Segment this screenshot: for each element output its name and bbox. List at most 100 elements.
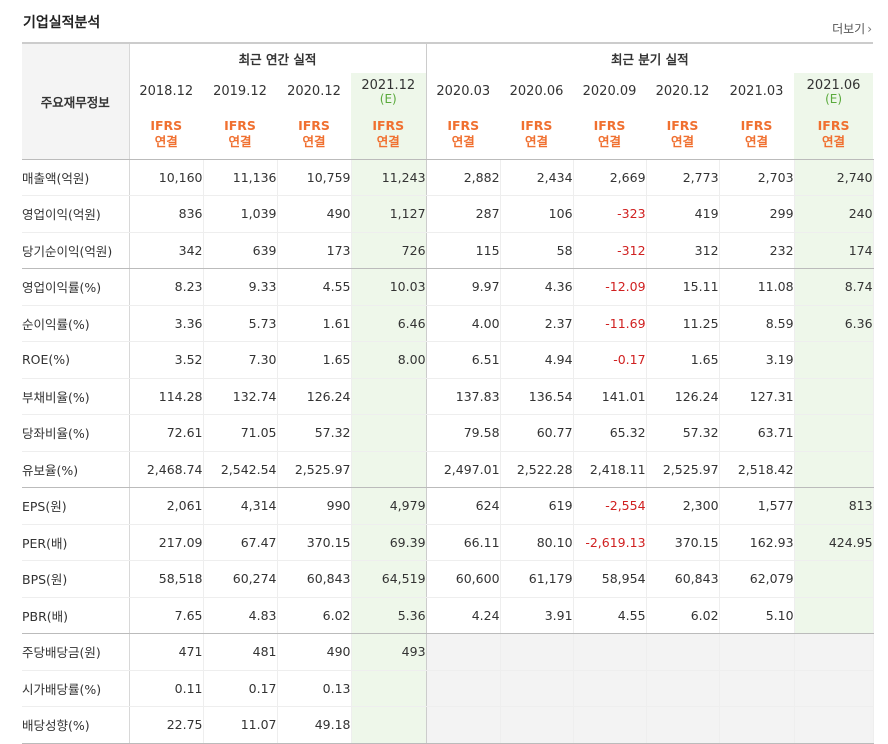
column-date-header: 2020.12	[646, 73, 719, 109]
more-link[interactable]: 더보기 ›	[832, 20, 872, 37]
table-cell: 490	[277, 195, 352, 233]
column-date: 2021.12	[361, 77, 416, 93]
row-label: 부채비율(%)	[22, 378, 130, 415]
consolidated-label: 연결	[228, 133, 252, 149]
column-standard-header: IFRS 연결	[203, 109, 277, 160]
table-cell	[573, 633, 647, 671]
table-cell: 726	[351, 232, 427, 269]
table-cell: 57.32	[277, 414, 352, 452]
column-date-header: 2021.12 (E)	[351, 73, 427, 109]
table-cell: 69.39	[351, 524, 427, 561]
consolidated-label: 연결	[302, 133, 326, 149]
table-cell	[646, 633, 720, 671]
table-cell: -11.69	[573, 305, 647, 342]
table-cell: 57.32	[646, 414, 720, 452]
table-cell: 2,525.97	[277, 451, 352, 488]
column-standard-header: IFRS 연결	[719, 109, 795, 160]
table-cell	[500, 633, 574, 671]
table-cell: 4.24	[426, 597, 501, 634]
ifrs-label: IFRS	[520, 117, 553, 133]
table-cell: 79.58	[426, 414, 501, 452]
table-cell	[719, 706, 795, 744]
table-cell: 65.32	[573, 414, 647, 452]
table-row: 유보율(%) 2,468.74 2,542.54 2,525.97 2,497.01 2,…	[22, 451, 874, 488]
table-row: 주당배당금(원) 471 481 490 493	[22, 633, 874, 671]
table-cell: 2,740	[794, 159, 874, 196]
table-cell: 2.37	[500, 305, 574, 342]
table-cell: 136.54	[500, 378, 574, 415]
table-cell: 60,843	[277, 560, 352, 598]
section-title: 기업실적분석	[23, 15, 101, 31]
table-cell: -2,619.13	[573, 524, 647, 561]
table-cell	[426, 706, 501, 744]
table-cell: 6.02	[646, 597, 720, 634]
row-label: 당좌비율(%)	[22, 414, 130, 452]
table-cell: 126.24	[646, 378, 720, 415]
table-cell: 370.15	[277, 524, 352, 561]
table-cell: 141.01	[573, 378, 647, 415]
table-cell: 813	[794, 487, 874, 525]
consolidated-label: 연결	[598, 133, 622, 149]
table-cell: 6.36	[794, 305, 874, 342]
table-cell: 4.55	[573, 597, 647, 634]
table-row: PBR(배) 7.65 4.83 6.02 5.36 4.24 3.91 4.55 6.02 5.…	[22, 597, 874, 634]
table-cell: 66.11	[426, 524, 501, 561]
table-cell	[573, 706, 647, 744]
table-cell: 9.33	[203, 268, 278, 306]
table-row: 배당성향(%) 22.75 11.07 49.18	[22, 706, 874, 744]
column-standard-header: IFRS 연결	[794, 109, 874, 160]
consolidated-label: 연결	[822, 133, 846, 149]
column-date-header: 2020.03	[426, 73, 500, 109]
table-cell: 174	[794, 232, 874, 269]
table-cell	[719, 670, 795, 707]
table-cell: 2,518.42	[719, 451, 795, 488]
table-cell: 6.51	[426, 341, 501, 379]
row-label: 영업이익률(%)	[22, 268, 130, 306]
table-cell: 7.65	[129, 597, 204, 634]
column-standard-header: IFRS 연결	[129, 109, 203, 160]
column-standard-header: IFRS 연결	[500, 109, 574, 160]
column-date: 2020.12	[287, 83, 341, 99]
table-cell: 4.55	[277, 268, 352, 306]
row-label: 영업이익(억원)	[22, 195, 130, 233]
table-cell: 106	[500, 195, 574, 233]
table-cell: -323	[573, 195, 647, 233]
table-cell: 619	[500, 487, 574, 525]
table-cell: 2,773	[646, 159, 720, 196]
column-date: 2020.09	[582, 83, 637, 99]
table-cell: 8.59	[719, 305, 795, 342]
table-cell: 240	[794, 195, 874, 233]
table-row: 당좌비율(%) 72.61 71.05 57.32 79.58 60.77 65.32 57.…	[22, 414, 874, 452]
table-cell: 58,518	[129, 560, 204, 598]
table-cell: 4,314	[203, 487, 278, 525]
consolidated-label: 연결	[376, 133, 400, 149]
table-cell: 11.07	[203, 706, 278, 744]
table-cell: 64,519	[351, 560, 427, 598]
table-cell: 49.18	[277, 706, 352, 744]
table-cell	[426, 633, 501, 671]
ifrs-label: IFRS	[666, 117, 699, 133]
row-label: BPS(원)	[22, 560, 130, 598]
column-date-header: 2018.12	[129, 73, 203, 109]
table-cell: 71.05	[203, 414, 278, 452]
column-date: 2020.06	[509, 83, 564, 99]
table-cell: 60,600	[426, 560, 501, 598]
table-cell: 4.94	[500, 341, 574, 379]
table-cell: 232	[719, 232, 795, 269]
estimate-marker: (E)	[379, 91, 397, 106]
row-label: PBR(배)	[22, 597, 130, 634]
table-cell	[500, 670, 574, 707]
table-cell: 67.47	[203, 524, 278, 561]
consolidated-label: 연결	[154, 133, 178, 149]
column-date: 2020.03	[436, 83, 491, 99]
table-cell	[794, 414, 874, 452]
table-cell: 490	[277, 633, 352, 671]
table-cell: 132.74	[203, 378, 278, 415]
ifrs-label: IFRS	[817, 117, 850, 133]
table-cell: 3.19	[719, 341, 795, 379]
ifrs-label: IFRS	[298, 117, 330, 133]
table-cell	[351, 378, 427, 415]
table-cell: 3.52	[129, 341, 204, 379]
ifrs-label: IFRS	[593, 117, 626, 133]
table-cell: 8.74	[794, 268, 874, 306]
